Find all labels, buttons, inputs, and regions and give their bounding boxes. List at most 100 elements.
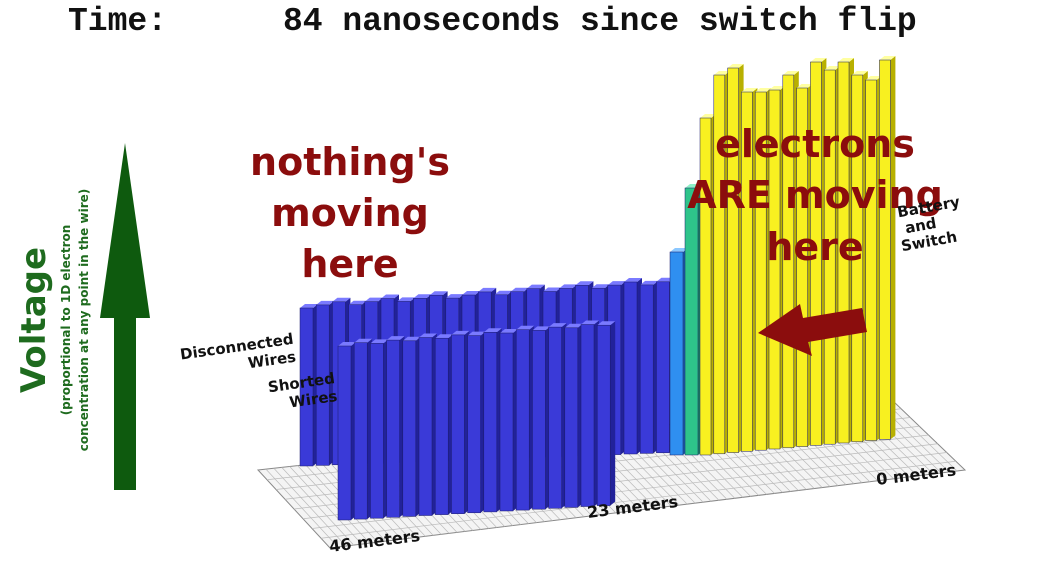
grid-line	[311, 452, 947, 529]
grid-line	[320, 460, 956, 539]
bar-top	[597, 321, 616, 326]
voltage-arrow	[100, 143, 150, 490]
bar-top	[500, 329, 518, 333]
bar-top	[413, 294, 432, 299]
bar	[451, 334, 465, 514]
bar	[810, 61, 822, 446]
bar-top	[354, 338, 373, 343]
bar-top	[782, 71, 799, 75]
bar-top	[581, 320, 599, 325]
bar-top	[543, 287, 561, 292]
bar-top	[338, 342, 356, 346]
motion-arrow	[758, 304, 867, 356]
bar-top	[713, 71, 730, 75]
bar	[564, 327, 579, 508]
bar	[337, 345, 352, 521]
bar	[823, 69, 836, 445]
bar	[741, 91, 753, 452]
bar-side	[610, 321, 616, 506]
bar	[754, 91, 767, 451]
bar	[580, 324, 595, 507]
bar	[467, 335, 481, 514]
bar-top	[316, 300, 335, 305]
bar-top	[700, 114, 716, 118]
bar-top	[741, 88, 758, 92]
bars	[299, 56, 896, 521]
bar-top	[397, 297, 416, 302]
bar	[669, 251, 684, 456]
bar-top	[370, 339, 389, 344]
bar	[623, 281, 638, 455]
axis-subtitle: (proportional to 1D electron	[59, 225, 73, 416]
bar	[596, 324, 611, 506]
bar-top	[670, 248, 688, 252]
bar-top	[548, 323, 567, 328]
bar-top	[685, 184, 703, 188]
bar	[656, 281, 670, 454]
bar-top	[451, 330, 470, 335]
bar-top	[516, 325, 535, 330]
bar-top	[300, 304, 318, 308]
bar	[386, 339, 400, 518]
bar-top	[624, 278, 642, 282]
bar-top	[494, 290, 513, 295]
bar	[483, 332, 498, 513]
bar-top	[559, 284, 578, 289]
bar-top	[575, 281, 594, 286]
bar-top	[364, 297, 383, 302]
bar-top	[478, 287, 497, 292]
bar	[782, 74, 795, 449]
bar-top	[510, 287, 529, 292]
annotation: here	[301, 242, 398, 286]
annotation: here	[766, 225, 863, 269]
bar-top	[851, 71, 868, 75]
bar	[315, 304, 330, 466]
bar-top	[348, 300, 367, 305]
bar-top	[755, 88, 772, 92]
bar	[837, 61, 850, 444]
label: and	[904, 214, 938, 237]
bar-top	[640, 280, 659, 285]
bar-top	[865, 76, 882, 80]
bar	[515, 329, 530, 511]
bar-top	[386, 336, 405, 341]
bar-top	[526, 284, 545, 289]
bar-top	[532, 326, 551, 331]
bar	[684, 187, 699, 456]
bar-top	[727, 64, 744, 68]
bar-top	[467, 331, 486, 336]
bar	[370, 343, 384, 519]
time-value: 84 nanoseconds since switch flip	[283, 3, 917, 40]
bar	[434, 337, 449, 515]
bar	[865, 79, 877, 441]
annotation: electrons	[715, 122, 915, 166]
annotation: nothing's	[250, 140, 450, 184]
bar	[639, 284, 654, 454]
time-label: Time:	[68, 3, 167, 40]
bar-top	[838, 58, 854, 62]
bar-top	[381, 294, 399, 299]
bar-top	[810, 58, 827, 62]
bar-top	[332, 297, 351, 302]
bar	[851, 74, 864, 443]
bar	[879, 59, 891, 440]
bar	[402, 340, 417, 517]
axis-title: Voltage	[14, 247, 54, 393]
bar-top	[824, 66, 841, 70]
annotation: moving	[271, 191, 429, 235]
bar-top	[591, 284, 610, 289]
bar-top	[445, 294, 464, 299]
bar-side	[890, 56, 896, 440]
bar-top	[769, 86, 785, 90]
bar-top	[402, 336, 421, 341]
bar	[768, 89, 781, 450]
bar	[499, 332, 514, 512]
bar	[548, 326, 562, 509]
bar-top	[796, 84, 813, 88]
bar-top	[483, 328, 502, 333]
bar-top	[419, 333, 437, 338]
bar-top	[879, 56, 896, 60]
bar-top	[607, 281, 626, 286]
bar	[796, 87, 808, 447]
